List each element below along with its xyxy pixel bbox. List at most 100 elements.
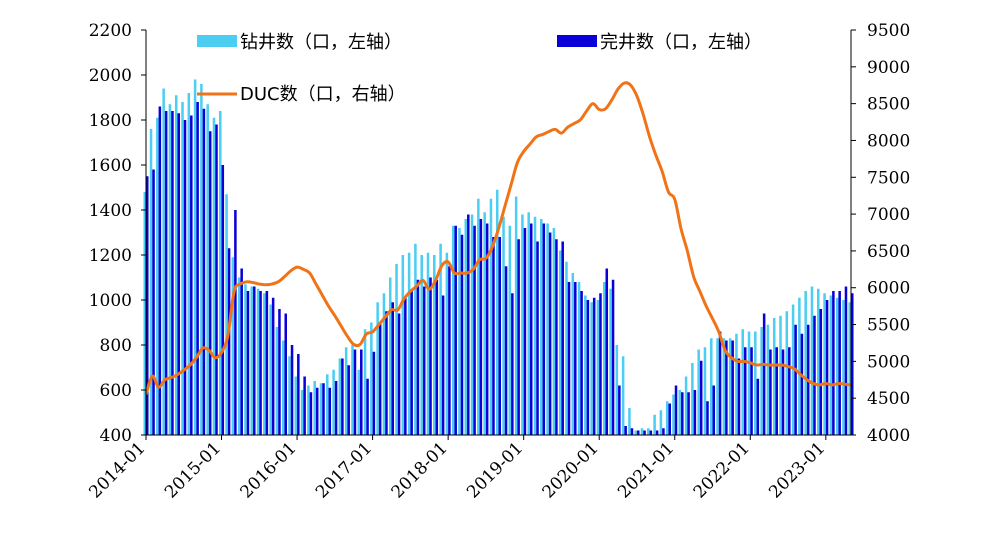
right-tick-label: 8000 [867, 131, 910, 151]
x-tick-label: 2014-01 [85, 438, 149, 502]
completed-bar [485, 223, 489, 435]
completed-bar [567, 282, 571, 435]
completed-bar [819, 309, 823, 435]
completed-bar [599, 293, 602, 435]
drilled-bar [193, 79, 197, 435]
completed-bar [731, 340, 734, 435]
drilled-bar [558, 250, 562, 435]
drilled-bar [370, 322, 373, 435]
completed-bar [498, 237, 502, 435]
drilled-bar [181, 102, 184, 435]
drilled-bar [231, 257, 235, 435]
completed-bar [322, 383, 325, 435]
left-tick-label: 2200 [89, 21, 132, 41]
completed-bar [429, 277, 432, 435]
completed-bar [334, 381, 338, 435]
left-tick-label: 600 [100, 381, 132, 401]
drilled-bar [376, 302, 379, 435]
completed-bar [605, 268, 609, 435]
completed-bar [756, 378, 760, 435]
completed-bar [441, 295, 445, 435]
completed-bar [737, 358, 741, 435]
right-tick-label: 5500 [867, 316, 910, 336]
completed-bar [171, 111, 174, 435]
completed-bar [366, 378, 369, 435]
completed-bar [813, 315, 816, 435]
drilled-bar [351, 345, 354, 435]
completed-bar [360, 349, 363, 435]
drilled-bar [835, 297, 839, 435]
x-tick-label: 2017-01 [312, 438, 376, 502]
right-tick-label: 4000 [867, 426, 910, 446]
completed-bar [315, 387, 319, 435]
drilled-bar [842, 300, 845, 435]
drilled-bar [716, 338, 719, 435]
completed-bar [208, 131, 212, 435]
drilled-bar [407, 252, 411, 435]
completed-bar [479, 219, 483, 435]
completed-bar [743, 347, 747, 435]
completed-bar [404, 297, 407, 435]
completed-bar [586, 300, 590, 435]
completed-bar [259, 291, 262, 435]
drilled-bar [609, 288, 612, 435]
completed-bar [297, 354, 300, 435]
drilled-bar [445, 252, 449, 435]
x-tick-label: 2021-01 [614, 438, 678, 502]
drilled-bar [628, 408, 631, 435]
completed-bar [146, 176, 149, 435]
drilled-bar [848, 302, 851, 435]
completed-bar [529, 223, 533, 435]
drilled-bar [269, 304, 272, 435]
drilled-bar [602, 282, 606, 435]
drilled-bar [571, 273, 575, 435]
legend-label-drilled: 钻井数（口，左轴） [240, 32, 402, 53]
completed-bar [536, 241, 539, 435]
drilled-bar [363, 329, 367, 435]
drilled-bar [754, 331, 757, 435]
completed-bar [517, 239, 520, 435]
completed-bar [611, 279, 615, 435]
drilled-bar [823, 293, 826, 435]
completed-bar [253, 286, 256, 435]
left-tick-label: 1800 [89, 111, 132, 131]
drilled-bar [817, 288, 820, 435]
completed-bar [618, 385, 621, 435]
completed-bar [309, 392, 313, 435]
completed-bar [372, 351, 376, 435]
drilled-bar [514, 196, 518, 435]
drilled-bar [477, 198, 480, 435]
drilled-bar [779, 315, 782, 435]
drilled-bar [326, 374, 329, 435]
completed-bar [687, 392, 690, 435]
drilled-bar [149, 129, 153, 435]
completed-bar [265, 291, 269, 435]
completed-bar [662, 428, 665, 435]
drilled-bar [464, 219, 468, 435]
left-tick-label: 2000 [89, 66, 132, 86]
right-tick-label: 9000 [867, 58, 910, 78]
right-tick-label: 5000 [867, 352, 910, 372]
completed-bar [416, 279, 420, 435]
completed-bar [467, 214, 470, 435]
completed-bar [523, 228, 527, 435]
completed-bar [202, 108, 206, 435]
completed-bar [164, 111, 168, 435]
completed-bar [410, 291, 413, 435]
completed-bar [341, 358, 344, 435]
completed-bar [643, 430, 646, 435]
drilled-bar [640, 428, 644, 435]
drilled-bar [760, 327, 763, 435]
drilled-bar [200, 84, 203, 435]
drilled-bar [174, 95, 178, 435]
completed-bar [668, 403, 671, 435]
completed-bar [561, 241, 564, 435]
drilled-bar [162, 88, 165, 435]
drilled-bar [225, 194, 228, 435]
completed-bar [271, 297, 275, 435]
drilled-bar [281, 340, 285, 435]
completed-bar [851, 293, 854, 435]
completed-bar [492, 237, 495, 435]
drilled-bar [420, 255, 423, 435]
drilled-bar [433, 255, 436, 435]
